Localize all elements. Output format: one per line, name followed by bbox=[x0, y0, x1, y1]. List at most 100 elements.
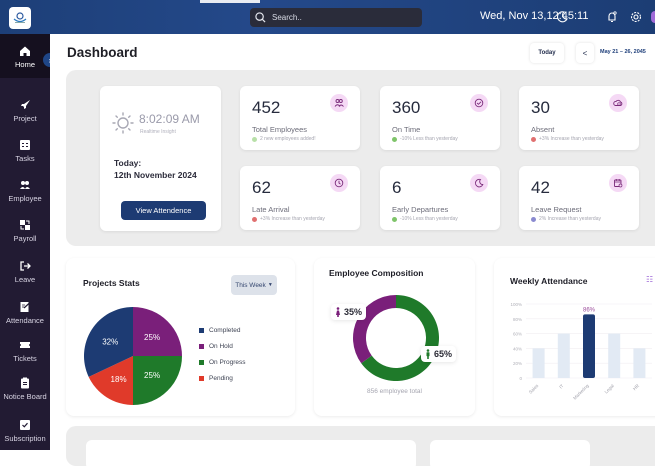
sidebar-item-project[interactable]: Project bbox=[0, 99, 50, 123]
sidebar-item-employee[interactable]: Employee bbox=[0, 179, 50, 203]
theme-toggle[interactable] bbox=[555, 10, 569, 24]
legend-item: On Progress bbox=[199, 354, 246, 370]
trend-up-icon bbox=[252, 136, 257, 142]
stat-note: +3% Increase than yesterday bbox=[531, 136, 604, 142]
trend-neutral-icon bbox=[531, 216, 536, 222]
legend-item: Completed bbox=[199, 322, 246, 338]
stat-note: +3% Increase than yesterday bbox=[252, 216, 325, 222]
legend-swatch bbox=[199, 359, 204, 365]
filter-icon[interactable]: ☷ bbox=[646, 275, 654, 284]
sidebar-item-subscription[interactable]: Subscription bbox=[0, 419, 50, 443]
pie-slice-pending[interactable] bbox=[88, 356, 133, 405]
stat-card-leave-request[interactable]: 42 Leave Request 2% Increase than yester… bbox=[519, 166, 639, 230]
weekly-attendance-bar-chart: 0 20% 40% 60% 80% 100% Sales IT 86% Marketing Lega… bbox=[510, 302, 652, 401]
trend-down-icon bbox=[252, 216, 257, 222]
attendance-icon bbox=[20, 302, 31, 312]
realtime-clock-card: 8:02:09 AM Realtime Insight Today: 12th … bbox=[100, 86, 221, 231]
male-percentage-badge: 65% bbox=[421, 346, 457, 362]
x-tick-label: IT bbox=[558, 383, 565, 390]
period-dropdown[interactable]: This Week ▼ bbox=[231, 275, 277, 295]
sidebar-item-label: Employee bbox=[8, 194, 42, 203]
stat-label: On Time bbox=[392, 125, 421, 134]
projects-stats-card: Projects Stats This Week ▼ 25% 25% 18% 32% C… bbox=[66, 258, 295, 416]
search-bar[interactable] bbox=[250, 8, 422, 27]
notice-icon bbox=[21, 377, 29, 389]
sidebar-item-tickets[interactable]: Tickets bbox=[0, 339, 50, 363]
stat-label: Early Departures bbox=[392, 205, 449, 214]
y-tick-label: 20% bbox=[513, 361, 522, 366]
sidebar-item-tasks[interactable]: Tasks bbox=[0, 139, 50, 163]
x-tick-label: Sales bbox=[528, 383, 540, 395]
sidebar-item-attendance[interactable]: Attendance bbox=[0, 301, 50, 325]
user-avatar[interactable] bbox=[651, 11, 655, 23]
pie-slice-on-hold[interactable] bbox=[133, 307, 182, 356]
sidebar-item-payroll[interactable]: Payroll bbox=[0, 219, 50, 243]
legend-label: Completed bbox=[209, 326, 241, 334]
view-attendance-button[interactable]: View Attendence bbox=[121, 201, 206, 220]
legend-item: Pending bbox=[199, 370, 246, 386]
gear-icon bbox=[630, 11, 642, 23]
moon-icon bbox=[475, 178, 484, 188]
caret-down-icon: ▼ bbox=[267, 282, 273, 288]
stat-card-total-employees[interactable]: 452 Total Employees 2 new employees adde… bbox=[240, 86, 360, 150]
legend-label: On Hold bbox=[209, 342, 233, 350]
stat-note: -10% Less than yesterday bbox=[392, 216, 458, 222]
sidebar-item-label: Home bbox=[14, 60, 35, 69]
sidebar-item-label: Project bbox=[13, 114, 37, 123]
sidebar: Home Project Tasks Employee Payroll Leav… bbox=[0, 34, 50, 450]
pie-slice-on-progress[interactable] bbox=[133, 356, 182, 405]
y-tick-label: 80% bbox=[513, 317, 522, 322]
cloud-clock-icon bbox=[613, 99, 623, 106]
sidebar-item-label: Tickets bbox=[13, 354, 37, 363]
search-input[interactable] bbox=[272, 13, 402, 22]
stat-card-absent[interactable]: 30 Absent +3% Increase than yesterday bbox=[519, 86, 639, 150]
settings-button[interactable] bbox=[629, 10, 643, 24]
main-content: Dashboard Today < May 21 – 26, 2045 8:02… bbox=[50, 34, 655, 470]
lower-card-left bbox=[86, 440, 416, 470]
pie-label: 18% bbox=[111, 375, 127, 384]
stat-value: 452 bbox=[252, 98, 281, 117]
projects-pie-chart: 25% 25% 18% 32% bbox=[84, 307, 182, 405]
stat-value: 360 bbox=[392, 98, 421, 117]
stat-note: 2 new employees added! bbox=[252, 136, 316, 142]
stat-icon-badge bbox=[609, 94, 627, 112]
male-icon bbox=[426, 349, 430, 359]
bar-it[interactable] bbox=[557, 333, 570, 378]
search-icon bbox=[255, 12, 266, 23]
home-icon bbox=[20, 46, 30, 56]
trend-up-icon bbox=[392, 136, 397, 142]
users-icon bbox=[334, 99, 344, 107]
pie-label: 25% bbox=[144, 371, 160, 380]
bar-sales[interactable] bbox=[532, 348, 545, 378]
sidebar-item-leave[interactable]: Leave bbox=[0, 260, 50, 284]
app-logo[interactable] bbox=[9, 7, 31, 29]
lower-panel bbox=[66, 426, 655, 470]
stat-card-late-arrival[interactable]: 62 Late Arrival +3% Increase than yester… bbox=[240, 166, 360, 230]
stat-card-on-time[interactable]: 360 On Time -10% Less than yesterday bbox=[380, 86, 500, 150]
bar-hr[interactable] bbox=[633, 348, 646, 378]
notifications-button[interactable] bbox=[605, 10, 619, 24]
prev-range-button[interactable]: < bbox=[576, 43, 594, 63]
employee-total: 856 employee total bbox=[367, 388, 422, 395]
lower-card-right bbox=[430, 440, 590, 470]
sidebar-item-label: Leave bbox=[14, 275, 36, 284]
legend-item: On Hold bbox=[199, 338, 246, 354]
bell-icon bbox=[608, 11, 617, 23]
y-tick-label: 60% bbox=[513, 332, 522, 337]
chevron-right-icon: › bbox=[49, 56, 52, 65]
sidebar-item-notice-board[interactable]: Notice Board bbox=[0, 377, 50, 401]
calendar-icon bbox=[614, 179, 623, 188]
sun-icon bbox=[112, 112, 134, 134]
pie-slice-completed[interactable] bbox=[84, 307, 133, 377]
bar-legal[interactable] bbox=[608, 333, 621, 378]
legend-swatch bbox=[199, 375, 204, 381]
pie-label: 32% bbox=[102, 338, 118, 347]
card-title: Weekly Attendance bbox=[510, 276, 588, 286]
x-tick-label: Marketing bbox=[572, 383, 590, 401]
today-button[interactable]: Today bbox=[530, 43, 564, 63]
bar-marketing[interactable] bbox=[583, 314, 595, 378]
bar-value-label: 86% bbox=[583, 307, 596, 313]
donut-segment-male[interactable] bbox=[361, 295, 439, 381]
sidebar-item-home[interactable]: Home bbox=[0, 34, 50, 78]
stat-card-early-departures[interactable]: 6 Early Departures -10% Less than yester… bbox=[380, 166, 500, 230]
